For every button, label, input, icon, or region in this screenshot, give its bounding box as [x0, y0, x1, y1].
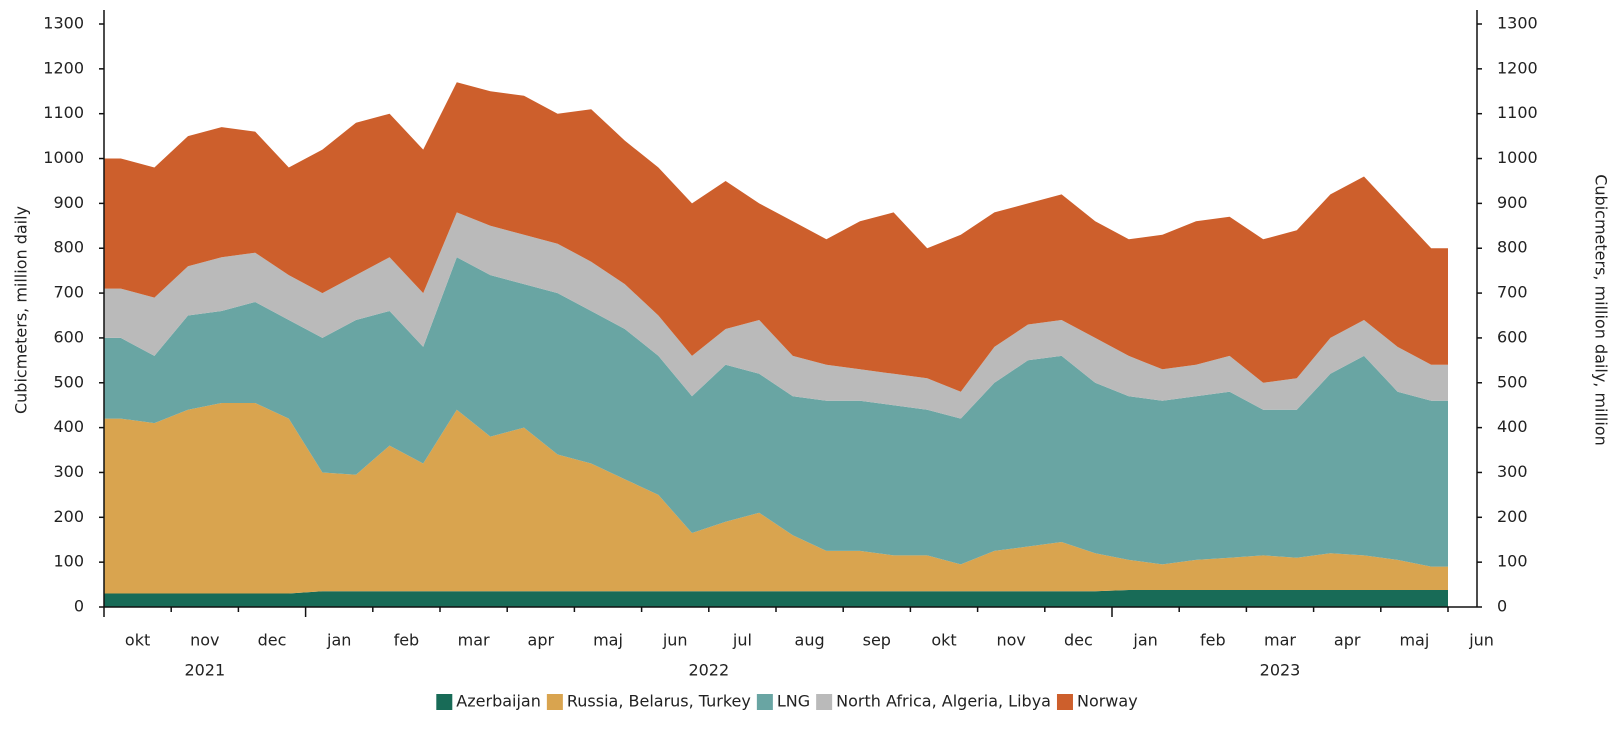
x-tick-label: apr: [1334, 631, 1361, 650]
y-axis-label: Cubicmeters, million daily: [12, 206, 31, 414]
legend-label: Russia, Belarus, Turkey: [567, 692, 751, 711]
year-label: 2022: [688, 661, 729, 680]
y2-tick-label: 1000: [1497, 148, 1538, 167]
y-tick-label: 700: [53, 283, 84, 302]
x-tick-label: maj: [593, 631, 623, 650]
y-tick-label: 600: [53, 327, 84, 346]
x-tick-label: dec: [258, 631, 287, 650]
x-tick-label: jun: [1468, 631, 1494, 650]
x-tick-label: maj: [1399, 631, 1429, 650]
y2-tick-label: 1300: [1497, 14, 1538, 33]
x-tick-label: dec: [1064, 631, 1093, 650]
y2-tick-label: 800: [1497, 238, 1528, 257]
area: [104, 212, 1448, 419]
x-tick-label: jul: [732, 631, 752, 650]
x-tick-label: nov: [996, 631, 1025, 650]
y2-tick-label: 100: [1497, 552, 1528, 571]
legend-swatch: [756, 694, 773, 710]
y-tick-label: 200: [53, 507, 84, 526]
legend-label: LNG: [777, 692, 810, 711]
legend-swatch: [816, 694, 833, 710]
y2-tick-label: 1100: [1497, 103, 1538, 122]
x-tick-label: mar: [1264, 631, 1296, 650]
y-tick-label: 1000: [43, 148, 84, 167]
y-tick-label: 1200: [43, 58, 84, 77]
year-label: 2023: [1260, 661, 1301, 680]
y-tick-label: 0: [74, 597, 84, 616]
y2-tick-label: 500: [1497, 372, 1528, 391]
legend-swatch: [546, 694, 563, 710]
y-tick-label: 1300: [43, 14, 84, 33]
x-tick-label: jan: [1132, 631, 1157, 650]
area: [104, 403, 1448, 594]
y2-tick-label: 400: [1497, 417, 1528, 436]
y-tick-label: 100: [53, 552, 84, 571]
legend-swatch: [1056, 694, 1073, 710]
y-tick-label: 300: [53, 462, 84, 481]
x-tick-label: okt: [931, 631, 956, 650]
y2-tick-label: 0: [1497, 597, 1507, 616]
legend-label: North Africa, Algeria, Libya: [836, 692, 1051, 711]
x-tick-label: mar: [458, 631, 490, 650]
x-tick-label: feb: [1200, 631, 1226, 650]
legend: Azerbaijan Russia, Belarus, Turkey LNG Nort…: [436, 692, 1138, 711]
x-tick-label: jan: [326, 631, 351, 650]
y2-tick-label: 200: [1497, 507, 1528, 526]
y2-tick-label: 700: [1497, 283, 1528, 302]
year-label: 2021: [184, 661, 225, 680]
x-tick-label: nov: [190, 631, 219, 650]
area: [104, 590, 1448, 607]
legend-label: Norway: [1077, 692, 1138, 711]
y2-tick-label: 300: [1497, 462, 1528, 481]
y2-axis-label: Cubicmeters, million daily, million: [1592, 174, 1611, 446]
x-tick-label: jun: [662, 631, 688, 650]
x-tick-label: sep: [863, 631, 891, 650]
y-tick-label: 1100: [43, 103, 84, 122]
y-tick-label: 400: [53, 417, 84, 436]
x-tick-label: feb: [394, 631, 420, 650]
y2-tick-label: 900: [1497, 193, 1528, 212]
y2-tick-label: 1200: [1497, 58, 1538, 77]
x-tick-label: apr: [528, 631, 555, 650]
area: [104, 257, 1448, 567]
y-tick-label: 800: [53, 238, 84, 257]
y-tick-label: 900: [53, 193, 84, 212]
x-tick-label: okt: [125, 631, 150, 650]
area: [104, 82, 1448, 392]
x-tick-label: aug: [795, 631, 825, 650]
legend-swatch: [436, 694, 453, 710]
y2-tick-label: 600: [1497, 327, 1528, 346]
legend-label: Azerbaijan: [456, 692, 541, 711]
y-tick-label: 500: [53, 372, 84, 391]
